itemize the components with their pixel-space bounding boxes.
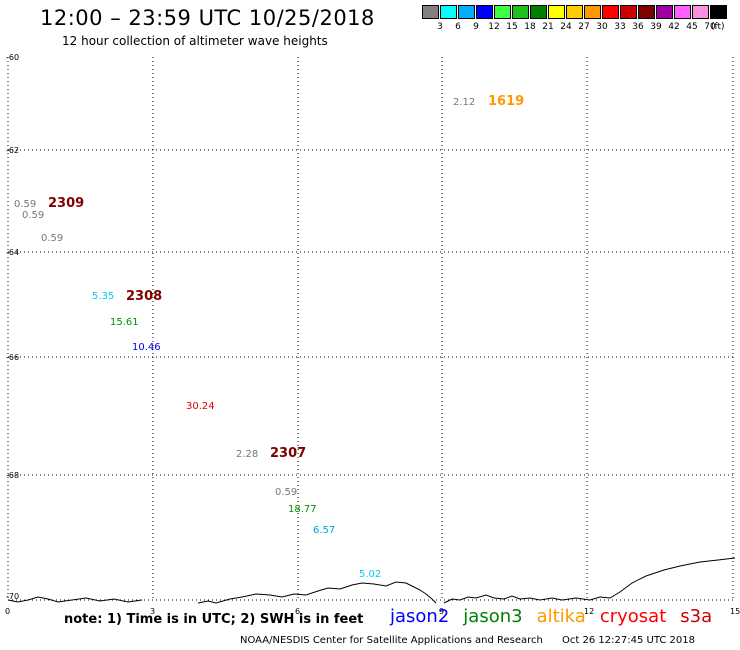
wave-height-value: 30.24 — [186, 401, 215, 412]
color-swatch — [638, 5, 655, 19]
antarctic-coastline — [7, 557, 736, 604]
satellite-legend-item: jason3 — [463, 606, 523, 627]
color-scale-label: 18 — [524, 22, 536, 32]
coastline — [7, 557, 736, 604]
color-scale-label: 36 — [632, 22, 644, 32]
wave-height-value: 6.57 — [313, 525, 335, 536]
color-scale-label: 45 — [686, 22, 698, 32]
pass-time-label: 2308 — [126, 289, 162, 304]
color-swatch — [458, 5, 475, 19]
pass-time-label: 2309 — [48, 196, 84, 211]
generation-timestamp: Oct 26 12:27:45 UTC 2018 — [562, 635, 695, 646]
longitude-label: 0 — [5, 607, 10, 616]
satellite-legend-item: cryosat — [599, 606, 667, 627]
color-swatch — [422, 5, 439, 19]
wave-height-value: 0.59 — [275, 487, 297, 498]
color-swatch — [692, 5, 709, 19]
color-swatch — [512, 5, 529, 19]
color-scale-label: 70 — [704, 22, 716, 32]
latitude-label: -68 — [6, 471, 19, 480]
wave-height-value: 18.77 — [288, 504, 317, 515]
longitude-label: 12 — [584, 607, 594, 616]
color-swatch — [548, 5, 565, 19]
color-scale-label: 9 — [473, 22, 479, 32]
color-swatch — [674, 5, 691, 19]
color-scale-label: 3 — [437, 22, 443, 32]
wave-height-value: 10.46 — [132, 342, 161, 353]
color-swatch — [602, 5, 619, 19]
color-scale-label: 39 — [650, 22, 662, 32]
color-scale-label: 15 — [506, 22, 518, 32]
color-scale-label: 42 — [668, 22, 680, 32]
latitude-label: -70 — [6, 592, 19, 601]
color-swatch — [440, 5, 457, 19]
latitude-label: -60 — [6, 53, 19, 62]
graticule — [7, 57, 734, 601]
color-swatch — [566, 5, 583, 19]
page-subtitle: 12 hour collection of altimeter wave hei… — [62, 34, 328, 48]
color-scale-legend: 3 6 9 12 15 18 21 24 27 30 33 36 39 42 45 70 (ft) — [422, 5, 728, 35]
longitude-label: 15 — [730, 607, 740, 616]
satellite-legend-item: altika — [536, 606, 586, 627]
longitude-label: 3 — [150, 607, 155, 616]
wave-height-value: 5.02 — [359, 569, 381, 580]
page-title: 12:00 – 23:59 UTC 10/25/2018 — [40, 6, 375, 30]
latitude-label: -64 — [6, 248, 19, 257]
wave-height-value: 2.12 — [453, 97, 475, 108]
color-scale-label: 27 — [578, 22, 590, 32]
color-swatch — [476, 5, 493, 19]
color-scale-label: 33 — [614, 22, 626, 32]
color-swatch — [530, 5, 547, 19]
footer-credit: NOAA/NESDIS Center for Satellite Applica… — [240, 635, 695, 646]
latitude-label: -62 — [6, 146, 19, 155]
latitude-label: -66 — [6, 353, 19, 362]
wave-height-value: 2.28 — [236, 449, 258, 460]
color-swatch — [584, 5, 601, 19]
pass-time-label: 2307 — [270, 446, 306, 461]
wave-height-value: 0.59 — [41, 233, 63, 244]
satellite-legend: jason2 jason3 altika cryosat s3a — [390, 606, 726, 627]
wave-height-value: 5.35 — [92, 291, 114, 302]
color-scale-label: 21 — [542, 22, 554, 32]
color-scale-label: 12 — [488, 22, 500, 32]
satellite-legend-item: jason2 — [390, 606, 450, 627]
note-text: note: 1) Time is in UTC; 2) SWH is in fe… — [64, 612, 364, 627]
color-swatch — [620, 5, 637, 19]
wave-height-value: 0.59 — [22, 210, 44, 221]
color-scale-unit: (ft) — [711, 22, 725, 32]
color-scale-label: 30 — [596, 22, 608, 32]
satellite-legend-item: s3a — [680, 606, 713, 627]
color-swatch — [494, 5, 511, 19]
pass-time-label: 1619 — [488, 94, 524, 109]
grid-labels: -60 -62 -64 -66 -68 -70 0 3 6 9 12 15 — [5, 53, 740, 616]
color-swatch — [656, 5, 673, 19]
longitude-label: 9 — [439, 607, 444, 616]
wave-height-value: 15.61 — [110, 317, 139, 328]
color-scale-label: 24 — [560, 22, 572, 32]
color-scale-label: 6 — [455, 22, 461, 32]
wave-height-value: 0.59 — [14, 199, 36, 210]
credit-text: NOAA/NESDIS Center for Satellite Applica… — [240, 635, 543, 646]
longitude-label: 6 — [295, 607, 300, 616]
color-swatch — [710, 5, 727, 19]
